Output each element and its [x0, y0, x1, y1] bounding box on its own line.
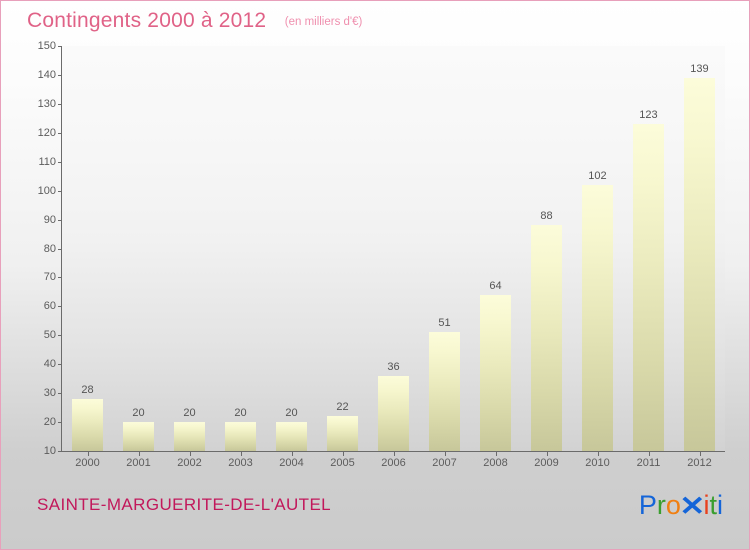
bar-value-label: 139: [690, 62, 709, 75]
y-axis-tick-label: 40: [43, 358, 56, 371]
y-axis-tick-label: 70: [43, 271, 56, 284]
logo-letter-i2: i: [717, 490, 723, 520]
bar-value-label: 51: [438, 317, 451, 330]
x-axis-tick-mark: [546, 451, 548, 456]
bar-value-label: 28: [81, 383, 94, 396]
page-title: Contingents 2000 à 2012: [27, 9, 267, 32]
bar-2010[interactable]: 102: [581, 170, 614, 451]
logo-letter-i1: i: [703, 490, 710, 520]
bar-2011[interactable]: 123: [632, 110, 665, 451]
chart-header: Contingents 2000 à 2012 (en milliers d'€…: [27, 9, 362, 33]
x-axis-tick-label-2000: 2000: [75, 457, 100, 469]
y-axis-tick-mark: [58, 74, 62, 76]
x-axis-tick-label-2008: 2008: [483, 457, 508, 469]
y-axis-tick-mark: [58, 161, 62, 163]
x-axis-tick-label-2007: 2007: [432, 457, 457, 469]
bar-2001[interactable]: 20: [122, 408, 155, 451]
x-axis-tick-label-2006: 2006: [381, 457, 406, 469]
y-axis-tick-label: 140: [37, 68, 56, 81]
y-axis-tick-label: 60: [43, 300, 56, 313]
bar-2007[interactable]: 51: [428, 318, 461, 451]
bar-2005[interactable]: 22: [326, 402, 359, 451]
y-axis-tick-label: 130: [37, 97, 56, 110]
x-axis-tick-mark: [87, 451, 89, 456]
bar-2003[interactable]: 20: [224, 408, 257, 451]
bar-value-label: 123: [639, 109, 658, 122]
y-axis-tick-mark: [58, 46, 62, 47]
bar-2004[interactable]: 20: [275, 408, 308, 451]
y-axis-tick-mark: [58, 190, 62, 192]
x-axis-tick-mark: [597, 451, 599, 456]
x-axis-tick-label-2004: 2004: [279, 457, 304, 469]
logo-letter-r: r: [656, 490, 666, 520]
logo-letter-o: o: [665, 490, 681, 520]
proxiti-logo[interactable]: Pro✕iti: [638, 490, 723, 521]
y-axis-tick-mark: [58, 335, 62, 337]
x-axis-tick-label-2003: 2003: [228, 457, 253, 469]
bar-value-label: 22: [336, 401, 349, 414]
y-axis-tick-mark: [58, 364, 62, 366]
y-axis-tick-label: 20: [43, 416, 56, 429]
y-axis-tick-mark: [58, 132, 62, 134]
x-axis-tick-label-2012: 2012: [687, 457, 712, 469]
x-axis-tick-label-2001: 2001: [126, 457, 151, 469]
bar-2008[interactable]: 64: [479, 280, 512, 451]
bar-value-label: 20: [285, 407, 298, 420]
x-axis-tick-mark: [240, 451, 242, 456]
y-axis-tick-label: 110: [38, 155, 56, 168]
x-axis-tick-mark: [291, 451, 293, 456]
y-axis-tick-label: 50: [43, 329, 56, 342]
y-axis-tick-mark: [58, 393, 62, 395]
bar-value-label: 20: [132, 407, 145, 420]
x-axis-tick-mark: [342, 451, 344, 456]
x-axis-tick-label-2009: 2009: [534, 457, 559, 469]
x-axis-tick-mark: [393, 451, 395, 456]
x-axis-tick-label-2011: 2011: [636, 457, 661, 469]
bar-2000[interactable]: 28: [71, 384, 104, 451]
y-axis-tick-label: 150: [37, 40, 56, 52]
x-axis-tick-mark: [138, 451, 140, 456]
y-axis-tick-mark: [58, 219, 62, 221]
y-axis-tick-mark: [58, 306, 62, 308]
x-axis-tick-label-2005: 2005: [330, 457, 355, 469]
x-axis-tick-mark: [444, 451, 446, 456]
y-axis-tick-label: 80: [43, 242, 56, 255]
bar-2002[interactable]: 20: [173, 408, 206, 451]
bar-value-label: 102: [588, 169, 607, 182]
chart-subtitle: (en milliers d'€): [284, 16, 363, 28]
y-axis-tick-label: 120: [37, 126, 56, 139]
logo-x-icon: ✕: [679, 491, 706, 521]
bar-value-label: 88: [540, 210, 553, 223]
x-axis-tick-mark: [189, 451, 191, 456]
bar-2009[interactable]: 88: [530, 211, 563, 451]
commune-name: SAINTE-MARGUERITE-DE-L'AUTEL: [37, 495, 332, 514]
bar-2012[interactable]: 139: [683, 63, 716, 451]
x-axis-tick-mark: [495, 451, 497, 456]
y-axis-tick-mark: [58, 248, 62, 250]
logo-letter-p: P: [638, 490, 657, 520]
y-axis-tick-label: 10: [43, 445, 56, 457]
x-axis-tick-label-2002: 2002: [177, 457, 202, 469]
bar-value-label: 20: [183, 407, 196, 420]
bar-2006[interactable]: 36: [377, 361, 410, 451]
x-axis-tick-label-2010: 2010: [585, 457, 610, 469]
y-axis-tick-label: 30: [43, 387, 56, 400]
plot-area: 150 140 130 120 110 100 90 80 70 60 50 40 30 20 10 28 2…: [38, 41, 725, 469]
y-axis-tick-label: 90: [43, 213, 56, 226]
y-axis-tick-mark: [58, 451, 62, 452]
x-axis-tick-mark: [699, 451, 701, 456]
bar-value-label: 64: [489, 279, 502, 292]
x-axis-tick-mark: [648, 451, 650, 456]
y-axis-tick-mark: [58, 277, 62, 279]
bar-value-label: 36: [387, 360, 400, 373]
bar-value-label: 20: [234, 407, 247, 420]
y-axis-tick-mark: [58, 422, 62, 424]
logo-letter-t: t: [709, 490, 717, 520]
y-axis-tick-mark: [58, 103, 62, 105]
y-axis-tick-label: 100: [37, 184, 56, 197]
